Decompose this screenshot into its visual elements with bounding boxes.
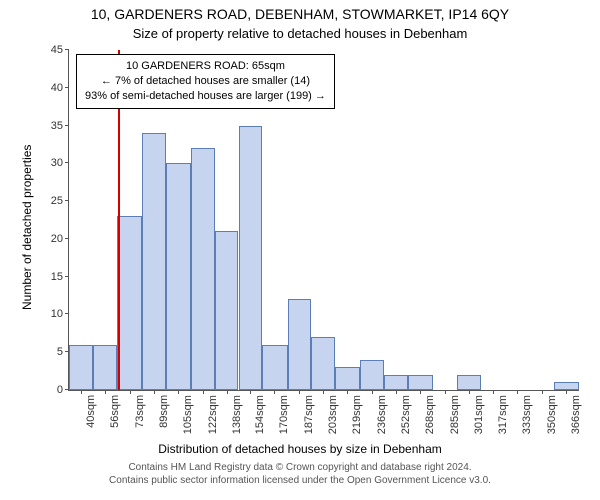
x-tick-mark bbox=[227, 390, 228, 394]
footer-line-2: Contains public sector information licen… bbox=[0, 475, 600, 488]
histogram-bar bbox=[191, 148, 215, 390]
histogram-bar bbox=[554, 382, 579, 390]
y-axis-label: Number of detached properties bbox=[20, 145, 34, 310]
y-tick-mark bbox=[65, 200, 69, 201]
x-tick-label: 366sqm bbox=[570, 395, 582, 434]
x-tick-label: 301sqm bbox=[473, 395, 485, 434]
x-tick-label: 105sqm bbox=[182, 395, 194, 434]
x-tick-mark bbox=[178, 390, 179, 394]
x-tick-label: 350sqm bbox=[546, 395, 558, 434]
x-tick-label: 268sqm bbox=[424, 395, 436, 434]
histogram-bar bbox=[384, 375, 408, 390]
x-tick-label: 73sqm bbox=[134, 395, 146, 428]
x-tick-label: 285sqm bbox=[449, 395, 461, 434]
x-tick-mark bbox=[542, 390, 543, 394]
y-tick-label: 45 bbox=[51, 44, 69, 56]
histogram-bar bbox=[142, 133, 166, 390]
info-box: 10 GARDENERS ROAD: 65sqm ← 7% of detache… bbox=[76, 54, 335, 109]
x-tick-label: 40sqm bbox=[85, 395, 97, 428]
x-tick-label: 236sqm bbox=[376, 395, 388, 434]
x-tick-mark bbox=[469, 390, 470, 394]
info-line-2: ← 7% of detached houses are smaller (14) bbox=[85, 74, 326, 89]
x-tick-mark bbox=[517, 390, 518, 394]
info-line-3: 93% of semi-detached houses are larger (… bbox=[85, 89, 326, 104]
y-tick-mark bbox=[65, 276, 69, 277]
y-tick-label: 20 bbox=[51, 233, 69, 245]
histogram-bar bbox=[360, 360, 384, 390]
x-tick-label: 138sqm bbox=[231, 395, 243, 434]
histogram-bar bbox=[311, 337, 335, 390]
histogram-bar bbox=[288, 299, 312, 390]
x-tick-mark bbox=[323, 390, 324, 394]
histogram-bar bbox=[457, 375, 481, 390]
histogram-bar bbox=[117, 216, 142, 390]
histogram-bar bbox=[408, 375, 433, 390]
y-tick-label: 0 bbox=[57, 384, 69, 396]
histogram-bar bbox=[262, 345, 287, 390]
histogram-bar bbox=[215, 231, 239, 390]
x-tick-mark bbox=[299, 390, 300, 394]
x-tick-mark bbox=[420, 390, 421, 394]
x-tick-mark bbox=[566, 390, 567, 394]
y-tick-mark bbox=[65, 87, 69, 88]
x-tick-label: 170sqm bbox=[278, 395, 290, 434]
x-tick-label: 56sqm bbox=[109, 395, 121, 428]
chart-container: 10, GARDENERS ROAD, DEBENHAM, STOWMARKET… bbox=[0, 0, 600, 500]
x-tick-mark bbox=[130, 390, 131, 394]
footer-line-1: Contains HM Land Registry data © Crown c… bbox=[0, 462, 600, 475]
footer: Contains HM Land Registry data © Crown c… bbox=[0, 462, 600, 487]
title-sub: Size of property relative to detached ho… bbox=[0, 26, 600, 41]
x-tick-mark bbox=[250, 390, 251, 394]
y-tick-mark bbox=[65, 351, 69, 352]
histogram-bar bbox=[69, 345, 93, 390]
x-tick-label: 122sqm bbox=[207, 395, 219, 434]
x-tick-mark bbox=[372, 390, 373, 394]
x-tick-mark bbox=[347, 390, 348, 394]
title-main: 10, GARDENERS ROAD, DEBENHAM, STOWMARKET… bbox=[0, 6, 600, 22]
histogram-bar bbox=[239, 126, 263, 390]
x-tick-mark bbox=[493, 390, 494, 394]
x-tick-mark bbox=[396, 390, 397, 394]
y-tick-mark bbox=[65, 313, 69, 314]
info-line-1: 10 GARDENERS ROAD: 65sqm bbox=[85, 59, 326, 74]
x-tick-mark bbox=[81, 390, 82, 394]
x-tick-label: 219sqm bbox=[351, 395, 363, 434]
x-tick-label: 317sqm bbox=[497, 395, 509, 434]
y-tick-mark bbox=[65, 162, 69, 163]
y-tick-mark bbox=[65, 49, 69, 50]
y-tick-mark bbox=[65, 238, 69, 239]
y-tick-label: 15 bbox=[51, 271, 69, 283]
x-tick-label: 89sqm bbox=[158, 395, 170, 428]
y-tick-mark bbox=[65, 125, 69, 126]
y-tick-label: 25 bbox=[51, 195, 69, 207]
y-tick-label: 30 bbox=[51, 157, 69, 169]
y-tick-label: 35 bbox=[51, 120, 69, 132]
x-tick-label: 203sqm bbox=[327, 395, 339, 434]
y-tick-label: 40 bbox=[51, 82, 69, 94]
x-tick-label: 333sqm bbox=[521, 395, 533, 434]
y-tick-mark bbox=[65, 389, 69, 390]
histogram-bar bbox=[335, 367, 360, 390]
x-tick-label: 154sqm bbox=[254, 395, 266, 434]
x-axis-label: Distribution of detached houses by size … bbox=[0, 442, 600, 456]
x-tick-mark bbox=[445, 390, 446, 394]
x-tick-mark bbox=[154, 390, 155, 394]
x-tick-label: 252sqm bbox=[400, 395, 412, 434]
x-tick-mark bbox=[105, 390, 106, 394]
histogram-bar bbox=[166, 163, 191, 390]
x-tick-mark bbox=[203, 390, 204, 394]
y-tick-label: 10 bbox=[51, 308, 69, 320]
histogram-bar bbox=[93, 345, 117, 390]
y-tick-label: 5 bbox=[57, 346, 69, 358]
x-tick-label: 187sqm bbox=[303, 395, 315, 434]
x-tick-mark bbox=[274, 390, 275, 394]
